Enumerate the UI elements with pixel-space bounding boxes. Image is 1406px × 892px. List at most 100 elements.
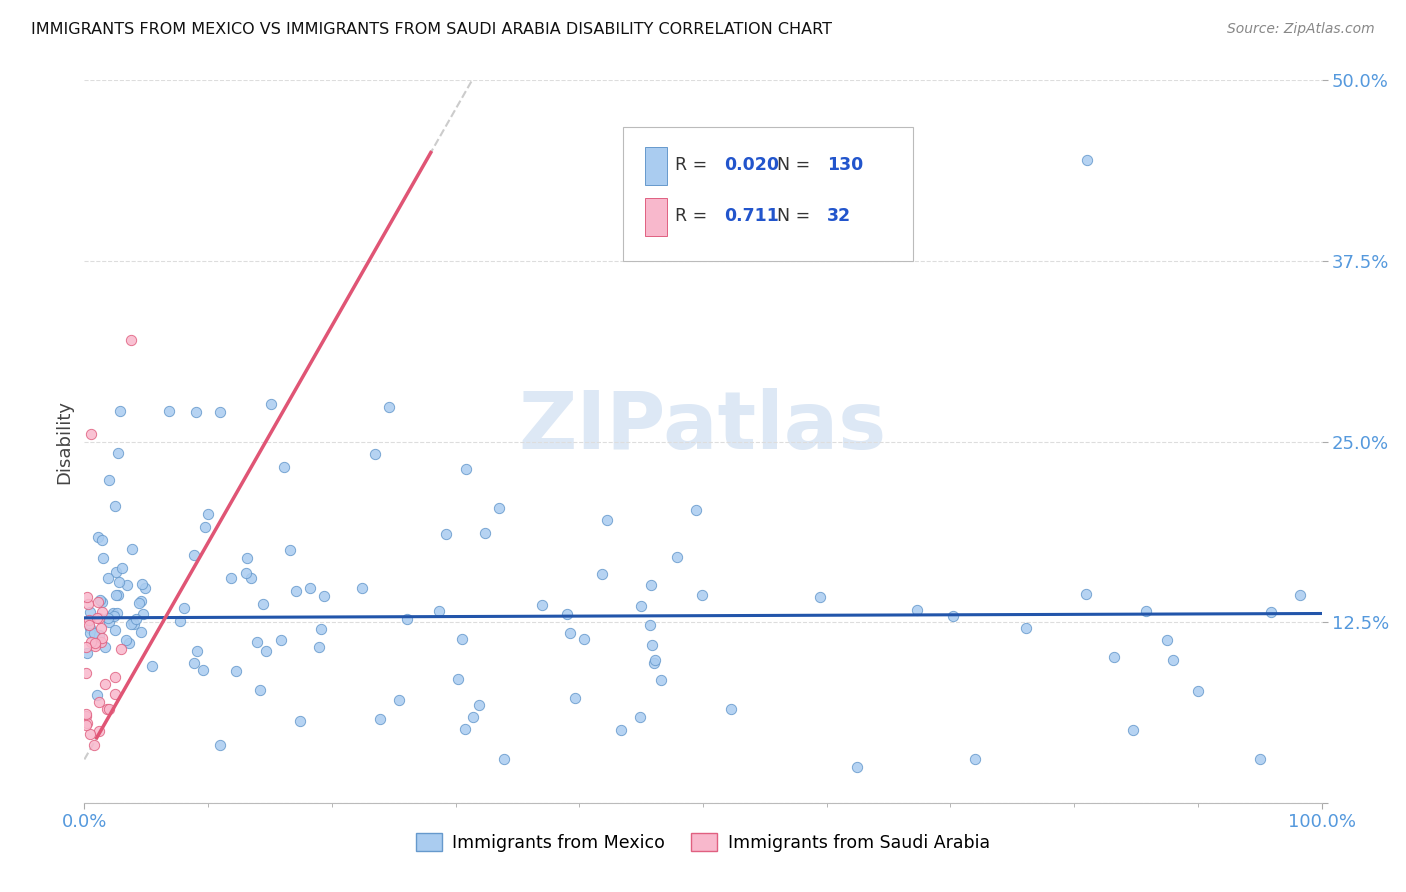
Point (808, 590, 831, 604)
Point (270, 633, 292, 648)
Point (905, 603, 928, 617)
Point (122, 615, 145, 629)
Point (194, 519, 217, 533)
Point (118, 636, 141, 650)
Point (650, 673, 672, 687)
Point (90, 635, 112, 649)
Point (104, 499, 127, 513)
Point (111, 561, 134, 575)
Point (115, 633, 138, 648)
Point (101, 606, 124, 620)
Text: IMMIGRANTS FROM MEXICO VS IMMIGRANTS FROM SAUDI ARABIA DISABILITY CORRELATION CH: IMMIGRANTS FROM MEXICO VS IMMIGRANTS FRO… (31, 22, 832, 37)
Point (86, 688, 108, 702)
Point (157, 403, 180, 417)
Point (208, 404, 231, 418)
Point (91, 533, 114, 547)
Point (1076, 587, 1098, 601)
Point (965, 752, 987, 766)
Point (83, 738, 105, 752)
Point (596, 513, 619, 527)
Point (141, 658, 163, 673)
Point (467, 698, 489, 712)
Point (79, 727, 101, 741)
Point (434, 526, 457, 541)
Point (197, 507, 219, 521)
Point (97, 611, 120, 625)
Point (75, 665, 97, 680)
Point (942, 608, 965, 623)
Point (108, 574, 131, 589)
Point (273, 459, 295, 474)
Point (1249, 752, 1271, 766)
Point (105, 606, 128, 620)
Point (246, 635, 269, 649)
Point (83, 625, 105, 640)
Point (93, 677, 115, 691)
Point (368, 712, 391, 726)
Point (641, 638, 664, 652)
Point (80, 635, 103, 649)
Point (89, 593, 111, 607)
Point (107, 446, 129, 460)
Point (1187, 683, 1209, 698)
Point (388, 692, 411, 706)
Point (845, 760, 868, 774)
Point (308, 640, 330, 655)
Point (1076, 153, 1098, 167)
Text: ZIPatlas: ZIPatlas (519, 388, 887, 467)
Point (640, 578, 662, 592)
Point (104, 687, 127, 701)
Point (98, 702, 121, 716)
Point (454, 461, 477, 475)
Point (591, 567, 613, 582)
Text: 130: 130 (827, 156, 863, 174)
Point (77, 597, 100, 611)
Point (690, 589, 713, 603)
Point (1102, 650, 1125, 665)
Point (76, 590, 98, 604)
Point (169, 615, 191, 629)
Point (219, 571, 242, 585)
Point (129, 625, 152, 640)
Point (87, 611, 110, 625)
Point (75, 709, 97, 723)
FancyBboxPatch shape (623, 128, 914, 260)
Y-axis label: Disability: Disability (55, 400, 73, 483)
Point (104, 566, 127, 580)
Point (91, 551, 114, 566)
Point (208, 738, 231, 752)
Point (96, 702, 118, 716)
Point (474, 526, 496, 541)
Point (129, 594, 152, 608)
Point (235, 566, 257, 581)
Point (103, 609, 125, 624)
Point (638, 617, 661, 632)
Point (193, 663, 215, 677)
Point (665, 549, 688, 564)
Point (252, 597, 274, 611)
Point (98, 473, 121, 487)
Point (91, 631, 114, 645)
Text: R =: R = (675, 207, 713, 225)
Point (84, 636, 107, 650)
Point (79, 617, 101, 632)
Text: R =: R = (675, 156, 713, 174)
Point (104, 670, 127, 684)
Point (260, 397, 283, 411)
Point (124, 616, 146, 631)
Point (93, 640, 115, 654)
Point (120, 334, 142, 348)
Text: 32: 32 (827, 207, 851, 225)
Point (87, 628, 110, 642)
Point (110, 403, 132, 417)
Point (183, 657, 205, 671)
Bar (645, 147, 666, 185)
Point (685, 503, 707, 517)
Bar (645, 198, 666, 235)
Point (75, 640, 97, 655)
Point (128, 596, 150, 610)
Text: N =: N = (778, 156, 815, 174)
Point (1122, 723, 1144, 737)
Point (90, 595, 112, 609)
Point (97, 615, 120, 630)
